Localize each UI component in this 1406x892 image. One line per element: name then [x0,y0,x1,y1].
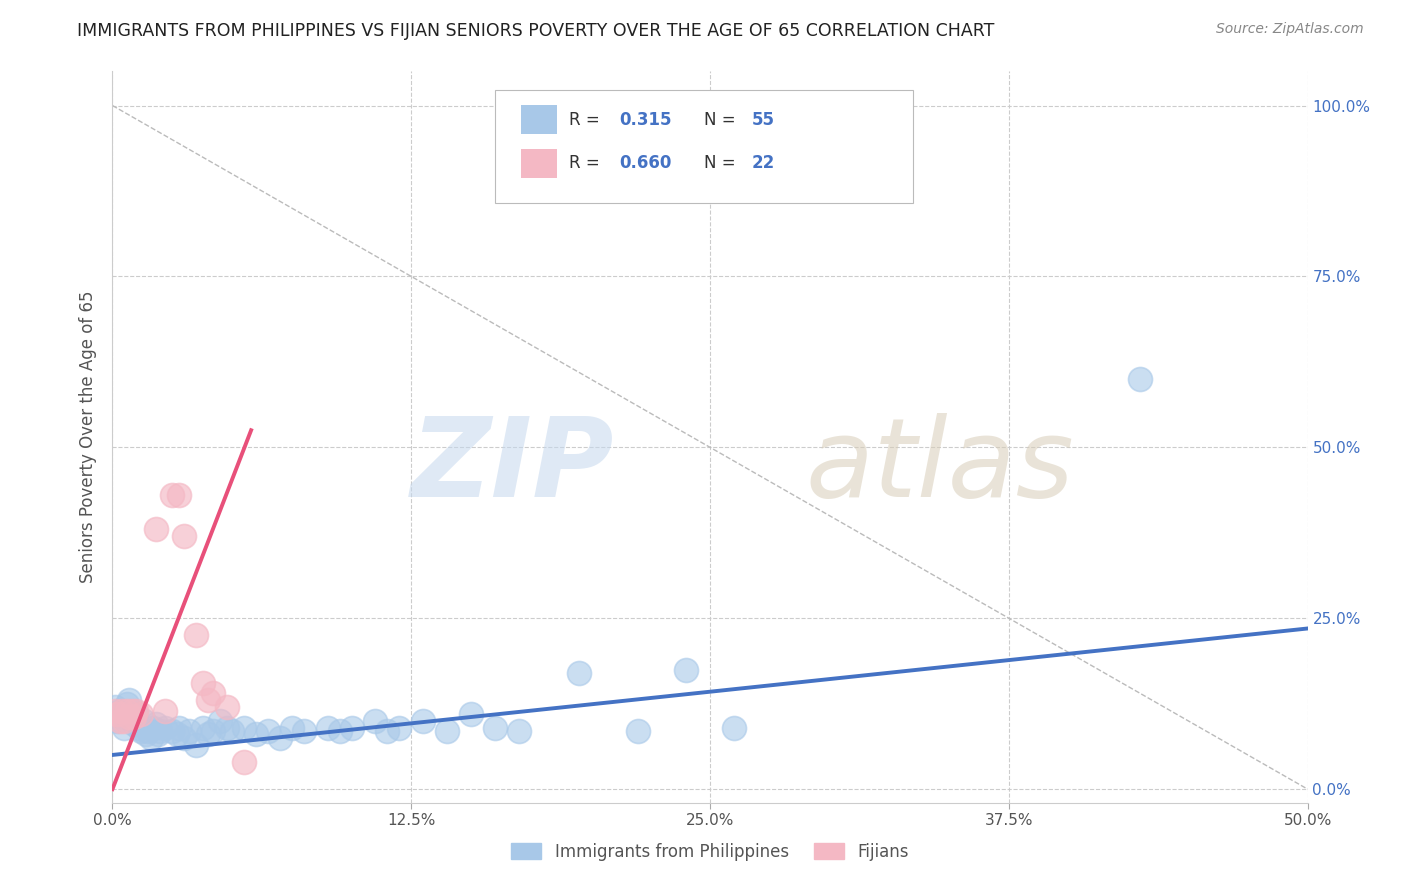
Point [388,721,411,735]
Point [233,721,256,735]
Point [201,686,224,700]
Point [125,704,148,718]
Point [436,724,458,739]
FancyBboxPatch shape [495,90,914,203]
Point [105,706,128,721]
Text: 22: 22 [752,154,775,172]
Point [568,665,591,680]
Text: 55: 55 [752,111,775,128]
Point [340,721,363,735]
Point [129,724,152,739]
Text: IMMIGRANTS FROM PHILIPPINES VS FIJIAN SENIORS POVERTY OVER THE AGE OF 65 CORRELA: IMMIGRANTS FROM PHILIPPINES VS FIJIAN SE… [77,22,994,40]
Point [201,724,224,739]
Point [153,704,176,718]
Point [197,693,219,707]
Point [108,714,131,728]
Point [135,727,157,741]
Bar [522,149,557,178]
Point [114,721,135,735]
Point [627,724,650,739]
Point [186,738,208,752]
Text: 0.315: 0.315 [619,111,672,128]
Point [129,706,152,721]
Point [118,693,141,707]
Point [118,710,141,724]
Point [115,704,138,718]
Point [217,700,239,714]
Point [173,529,195,543]
Point [233,755,256,769]
Point [121,704,143,718]
Point [145,717,167,731]
Text: N =: N = [704,154,741,172]
Point [121,710,143,724]
Point [364,714,387,728]
Point [281,721,304,735]
Point [108,704,131,718]
Point [162,488,183,502]
Point [104,704,127,718]
Legend: Immigrants from Philippines, Fijians: Immigrants from Philippines, Fijians [505,837,915,868]
Point [329,724,352,739]
Point [257,724,280,739]
Point [197,727,219,741]
Point [138,724,160,739]
Text: N =: N = [704,111,741,128]
Bar [522,105,557,135]
Point [377,724,399,739]
Point [169,721,191,735]
Point [115,697,138,711]
Point [132,714,155,728]
Point [292,724,315,739]
Point [460,706,482,721]
Point [316,721,339,735]
Point [245,727,267,741]
Text: R =: R = [569,111,605,128]
Point [104,700,127,714]
Point [193,676,215,690]
Point [111,704,134,718]
Point [269,731,291,745]
Point [128,721,150,735]
Point [153,721,176,735]
Point [186,628,208,642]
Point [139,731,162,745]
Text: atlas: atlas [806,413,1074,520]
Point [105,714,128,728]
Point [173,731,195,745]
Point [149,724,172,739]
Point [209,714,232,728]
Text: R =: R = [569,154,605,172]
Point [122,710,145,724]
Point [146,727,169,741]
Point [122,717,145,731]
Point [412,714,434,728]
Point [675,663,697,677]
Point [193,721,215,735]
Point [111,710,134,724]
Point [145,522,167,536]
Point [177,724,200,739]
Point [221,724,243,739]
Point [166,727,188,741]
Point [484,721,506,735]
Point [508,724,530,739]
Text: ZIP: ZIP [411,413,614,520]
Text: 0.660: 0.660 [619,154,672,172]
Point [114,714,135,728]
Point [125,706,148,721]
Point [142,721,165,735]
Point [217,721,239,735]
Point [1129,372,1152,386]
Y-axis label: Seniors Poverty Over the Age of 65: Seniors Poverty Over the Age of 65 [79,291,97,583]
Point [723,721,745,735]
Point [162,724,183,739]
Point [169,488,191,502]
Text: Source: ZipAtlas.com: Source: ZipAtlas.com [1216,22,1364,37]
